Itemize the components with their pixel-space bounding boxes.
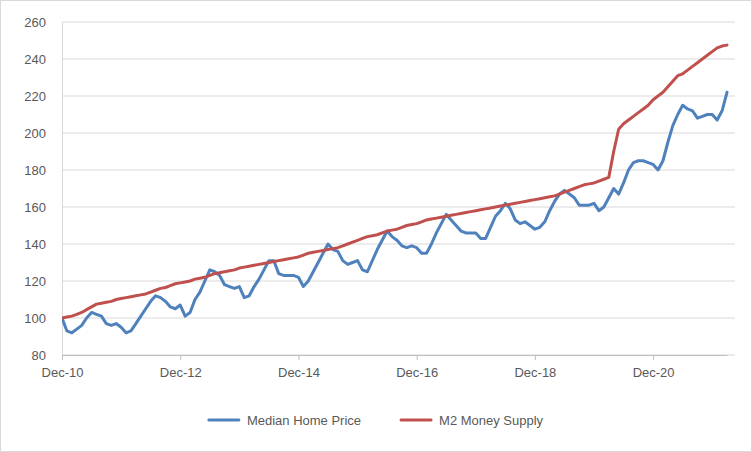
- chart-border: [1, 1, 752, 452]
- legend: Median Home Price M2 Money Supply: [209, 413, 544, 428]
- y-tick: 100: [24, 311, 62, 326]
- y-tick-label: 160: [24, 200, 46, 215]
- grid-line: [62, 207, 735, 208]
- x-tick-label: Dec-20: [633, 365, 675, 380]
- legend-item: Median Home Price: [209, 413, 361, 428]
- x-tick-mark: [653, 355, 654, 360]
- plot-lines: [62, 45, 727, 333]
- y-tick-label: 240: [24, 52, 46, 67]
- grid-line: [62, 59, 735, 60]
- grid: [62, 22, 735, 355]
- y-tick: 260: [24, 15, 62, 30]
- y-tick-label: 260: [24, 15, 46, 30]
- x-tick-label: Dec-16: [396, 365, 438, 380]
- legend-swatch: [401, 419, 431, 422]
- x-tick: Dec-20: [633, 355, 675, 380]
- y-tick-label: 180: [24, 163, 46, 178]
- grid-line: [62, 318, 735, 319]
- y-tick-label: 100: [24, 311, 46, 326]
- y-tick: 180: [24, 163, 62, 178]
- grid-line: [62, 96, 735, 97]
- grid-line: [62, 170, 735, 171]
- y-axis: 80 100 120 140 160 180 200 220 240 260: [24, 15, 62, 363]
- y-tick: 120: [24, 274, 62, 289]
- y-axis-line: [62, 23, 63, 356]
- x-tick-mark: [298, 355, 299, 360]
- x-tick-label: Dec-10: [42, 365, 84, 380]
- y-tick: 160: [24, 200, 62, 215]
- x-tick-mark: [180, 355, 181, 360]
- legend-item: M2 Money Supply: [401, 413, 544, 428]
- y-tick-label: 80: [32, 348, 46, 363]
- series-line: [62, 45, 727, 318]
- grid-line: [62, 281, 735, 282]
- y-tick: 80: [32, 348, 62, 363]
- x-tick: Dec-10: [42, 355, 84, 380]
- y-tick-label: 120: [24, 274, 46, 289]
- y-tick-label: 200: [24, 126, 46, 141]
- legend-label: Median Home Price: [247, 413, 361, 428]
- grid-line: [62, 355, 735, 356]
- x-tick-mark: [417, 355, 418, 360]
- x-tick-label: Dec-12: [160, 365, 202, 380]
- x-tick-mark: [535, 355, 536, 360]
- grid-line: [62, 133, 735, 134]
- legend-swatch: [209, 419, 239, 422]
- x-tick: Dec-12: [160, 355, 202, 380]
- x-tick-mark: [62, 355, 63, 360]
- legend-label: M2 Money Supply: [439, 413, 544, 428]
- y-tick: 240: [24, 52, 62, 67]
- x-tick: Dec-14: [278, 355, 320, 380]
- grid-line: [62, 22, 735, 23]
- x-tick-label: Dec-18: [514, 365, 556, 380]
- y-tick-label: 220: [24, 89, 46, 104]
- x-tick: Dec-16: [396, 355, 438, 380]
- x-tick-label: Dec-14: [278, 365, 320, 380]
- y-tick: 220: [24, 89, 62, 104]
- x-axis: Dec-10 Dec-12 Dec-14 Dec-16 Dec-18 Dec-20: [42, 355, 728, 380]
- x-axis-line: [63, 355, 728, 356]
- y-tick-label: 140: [24, 237, 46, 252]
- chart: 80100120140160180200220240260Dec-10Dec-1…: [0, 0, 752, 452]
- y-tick: 200: [24, 126, 62, 141]
- x-tick: Dec-18: [514, 355, 556, 380]
- y-tick: 140: [24, 237, 62, 252]
- series-line: [62, 92, 727, 332]
